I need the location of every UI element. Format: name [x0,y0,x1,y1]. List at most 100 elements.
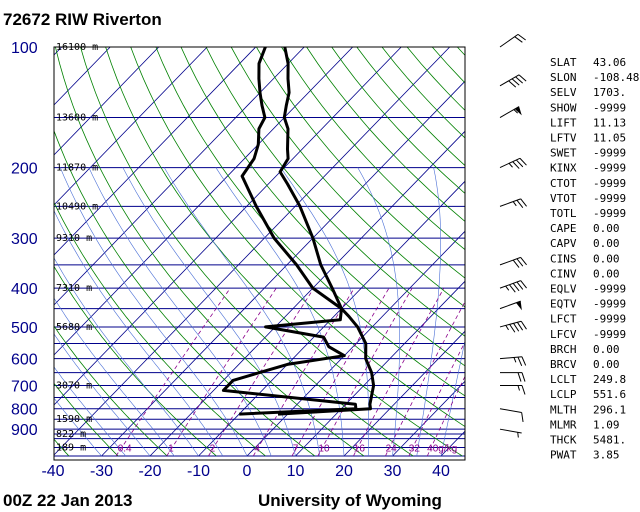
index-value: 296.1 [593,403,626,416]
index-value: -108.48 [593,71,639,84]
isotherm-line [54,47,354,356]
index-value: -9999 [593,313,626,326]
dry-adiabat [55,47,365,457]
moist-adiabat [88,167,272,457]
index-value: -9999 [593,298,626,311]
index-value: 249.8 [593,373,626,386]
pressure-tick-label: 700 [11,378,38,395]
index-value: -9999 [593,283,626,296]
index-value: 1703. [593,86,626,99]
chart-title: 72672 RIW Riverton [3,10,162,29]
index-value: -9999 [593,328,626,341]
wind-barb [499,106,522,118]
dry-adiabat [281,47,465,251]
height-label: 16100 m [56,42,98,53]
wind-barb [499,320,527,333]
index-value: -9999 [593,207,626,220]
mixing-ratio-line [115,287,231,457]
index-name: MLTH [550,403,577,416]
dry-adiabat [180,47,465,367]
index-name: PWAT [550,449,577,462]
footer-source: University of Wyoming [258,491,442,510]
moist-adiabat [122,167,296,457]
wind-barb [499,33,526,48]
wind-barbs [499,33,527,438]
isotherm-line [54,47,160,156]
temperature-profile [277,47,376,416]
wind-barb [499,280,527,293]
sounding-profiles [221,47,376,416]
temperature-tick-label: 20 [335,463,353,480]
index-value: -9999 [593,147,626,160]
isotherm-line [54,47,257,256]
mixing-ratio-label: 24 [386,444,398,455]
isotherm-line [54,47,402,406]
index-name: SELV [550,86,577,99]
height-label: 11870 m [56,163,98,174]
moist-adiabat [54,209,224,457]
dry-adiabat [54,325,168,457]
index-value: 0.00 [593,252,620,265]
isotherm-line [149,130,465,457]
mixing-ratio-label: 1 [168,444,174,455]
index-name: VTOT [550,192,577,205]
pressure-tick-label: 600 [11,352,38,369]
moist-adiabat [440,339,465,457]
height-label: 10490 m [56,201,98,212]
isotherm-line [54,47,305,306]
dry-adiabat [54,129,316,457]
temperature-tick-label: 40 [432,463,450,480]
moist-adiabat [60,167,248,457]
moist-adiabat [54,333,151,457]
index-value: -9999 [593,101,626,114]
wind-barb [500,372,526,382]
moist-adiabat [54,366,127,457]
index-value: 551.6 [593,388,626,401]
mixing-ratio-label: 2 [210,444,216,455]
wind-barb [499,428,522,438]
index-name: MLMR [550,418,577,431]
temperature-tick-label: -10 [187,463,210,480]
wind-barb [499,408,524,422]
isotherm-line [392,380,465,457]
index-name: SWET [550,147,577,160]
index-name: CAPV [550,237,577,250]
index-name: LFCV [550,328,577,341]
mixing-ratio-line [291,287,390,457]
wind-barb [499,256,527,268]
pressure-tick-label: 300 [11,231,38,248]
stability-indices: SLAT 43.06 SLON -108.48 SELV 1703. SHOW -9999 LI… [550,56,639,462]
isotherm-line [101,80,465,457]
index-value: -9999 [593,162,626,175]
height-label: 13600 m [56,113,98,124]
mixing-ratio-line [252,287,355,457]
moist-adiabat [215,167,345,457]
height-label: 7310 m [56,283,92,294]
index-name: BRCV [550,358,577,371]
index-value: 0.00 [593,237,620,250]
dry-adiabat [256,47,465,279]
index-value: 43.06 [593,56,626,69]
index-value: 0.00 [593,267,620,280]
wind-barb [499,74,527,88]
mixing-ratio-label: 40g/kg [427,444,457,455]
dry-adiabat [306,47,465,222]
temperature-tick-label: 0 [243,463,252,480]
index-value: -9999 [593,177,626,190]
index-value: 11.13 [593,116,626,129]
index-value: 5481. [593,434,626,447]
moist-adiabat [416,167,442,457]
index-name: EQLV [550,283,577,296]
index-name: SLAT [550,56,577,69]
mixing-ratio-label: 7 [293,444,299,455]
index-name: CAPE [550,222,577,235]
index-name: THCK [550,434,577,447]
mixing-ratio-label: 0.4 [118,444,132,455]
index-name: LFCT [550,313,577,326]
height-label: 5680 m [56,322,92,333]
wind-barb [499,198,527,208]
mixing-ratio-label: 10 [318,444,330,455]
dry-adiabat [54,265,217,457]
